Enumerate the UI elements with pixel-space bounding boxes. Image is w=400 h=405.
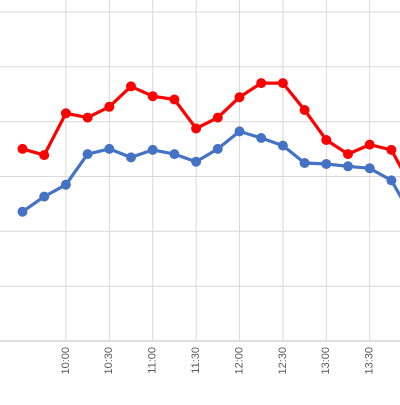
data-point [169, 149, 179, 159]
series-layer [18, 78, 400, 237]
data-point [39, 192, 49, 202]
x-tick-label: 10:00 [60, 347, 72, 375]
data-point [104, 144, 114, 154]
grid [0, 0, 400, 341]
data-point [191, 157, 201, 167]
data-point [18, 207, 28, 217]
data-point [61, 108, 71, 118]
x-axis-tick-labels: 10:00 10:30 11:00 11:30 12:00 12:30 13:00 13:30… [60, 347, 400, 375]
data-point [126, 152, 136, 162]
data-point [83, 113, 93, 123]
x-tick-label: 10:30 [103, 347, 115, 375]
x-tick-label: 11:30 [190, 347, 202, 374]
data-point [256, 78, 266, 88]
data-point [148, 145, 158, 155]
data-point [278, 141, 288, 151]
data-point [213, 144, 223, 154]
data-point [61, 180, 71, 190]
data-point [235, 126, 245, 136]
data-point [148, 91, 158, 101]
data-point [300, 105, 310, 115]
data-point [126, 81, 136, 91]
x-tick-label: 13:00 [320, 347, 332, 375]
data-point [321, 135, 331, 145]
data-point [386, 175, 396, 185]
data-point [300, 158, 310, 168]
data-point [39, 150, 49, 160]
data-point [365, 163, 375, 173]
x-tick-label: 12:00 [233, 347, 245, 375]
data-point [83, 149, 93, 159]
series-line [23, 131, 400, 232]
data-point [235, 92, 245, 102]
data-point [343, 149, 353, 159]
data-point [343, 161, 353, 171]
x-tick-label: 11:00 [147, 347, 159, 374]
data-point [169, 95, 179, 105]
series-2 [18, 126, 400, 237]
data-point [256, 133, 266, 143]
data-point [104, 102, 114, 112]
x-tick-label: 12:30 [277, 347, 289, 375]
data-point [278, 78, 288, 88]
data-point [365, 140, 375, 150]
data-point [321, 159, 331, 169]
data-point [191, 124, 201, 134]
x-tick-label: 13:30 [364, 347, 376, 375]
data-point [18, 144, 28, 154]
data-point [213, 113, 223, 123]
data-point [386, 145, 396, 155]
